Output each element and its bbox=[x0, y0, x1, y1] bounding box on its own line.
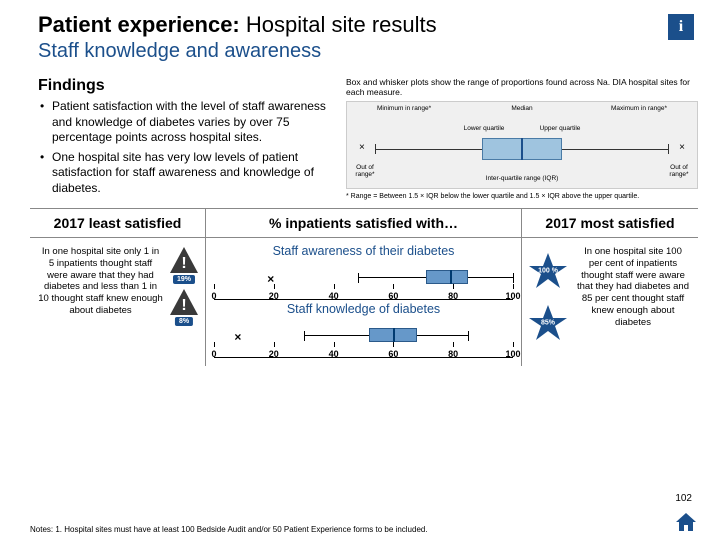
findings-list: Patient satisfaction with the level of s… bbox=[38, 99, 338, 197]
page-number: 102 bbox=[675, 493, 692, 504]
boxplot-legend-diagram: Minimum in range* Median Maximum in rang… bbox=[346, 101, 698, 189]
upper-row: Findings Patient satisfaction with the l… bbox=[0, 67, 720, 208]
title-light: Hospital site results bbox=[246, 12, 437, 37]
most-text: In one hospital site 100 per cent of inp… bbox=[574, 246, 692, 329]
findings-item: Patient satisfaction with the level of s… bbox=[38, 99, 338, 146]
legend-outlier: × bbox=[679, 142, 685, 153]
svg-text:!: ! bbox=[181, 255, 186, 272]
svg-text:!: ! bbox=[181, 297, 186, 314]
star-icon: 85% bbox=[528, 304, 568, 342]
lower-row: In one hospital site only 1 in 5 inpatie… bbox=[30, 238, 698, 366]
title-bold: Patient experience: bbox=[38, 12, 240, 37]
header-most: 2017 most satisfied bbox=[522, 209, 698, 237]
least-text: In one hospital site only 1 in 5 inpatie… bbox=[36, 246, 165, 317]
plot-title: Staff knowledge of diabetes bbox=[214, 302, 513, 316]
warning-icon: ! 19% bbox=[169, 246, 199, 274]
legend-median-label: Median bbox=[511, 106, 532, 113]
star-value: 85% bbox=[541, 319, 555, 326]
legend-oor-l: Out of range* bbox=[353, 165, 377, 178]
warn-value: 8% bbox=[175, 317, 193, 326]
warn-badges: ! 19% ! 8% bbox=[169, 246, 199, 316]
header-least: 2017 least satisfied bbox=[30, 209, 206, 237]
header: Patient experience: Hospital site result… bbox=[0, 0, 720, 67]
boxplot-footnote: * Range = Between 1.5 × IQR below the lo… bbox=[346, 193, 698, 201]
legend-uq-label: Upper quartile bbox=[540, 126, 581, 133]
home-icon[interactable] bbox=[674, 510, 698, 534]
legend-whisker bbox=[375, 149, 482, 150]
legend-cap bbox=[375, 144, 376, 154]
warning-icon: ! 8% bbox=[169, 288, 199, 316]
warn-value: 19% bbox=[173, 275, 195, 284]
most-satisfied: 100 % 85% In one hospital site 100 per c… bbox=[522, 238, 698, 366]
legend-max-label: Maximum in range* bbox=[611, 106, 667, 113]
boxplot-legend-col: Box and whisker plots show the range of … bbox=[346, 77, 698, 202]
footer-note: Notes: 1. Hospital sites must have at le… bbox=[30, 525, 428, 534]
boxplot-description: Box and whisker plots show the range of … bbox=[346, 77, 698, 97]
findings-item: One hospital site has very low levels of… bbox=[38, 150, 338, 197]
legend-outlier: × bbox=[359, 142, 365, 153]
star-badges: 100 % 85% bbox=[528, 252, 568, 342]
footer: Notes: 1. Hospital sites must have at le… bbox=[30, 510, 698, 534]
header-mid: % inpatients satisfied with… bbox=[206, 209, 522, 237]
star-value: 100 % bbox=[538, 267, 558, 274]
star-icon: 100 % bbox=[528, 252, 568, 290]
page-subtitle: Staff knowledge and awareness bbox=[38, 40, 694, 63]
findings: Findings Patient satisfaction with the l… bbox=[38, 77, 338, 202]
legend-lq-label: Lower quartile bbox=[464, 126, 505, 133]
legend-whisker bbox=[562, 149, 669, 150]
boxplot: ×020406080100 bbox=[214, 320, 513, 358]
findings-title: Findings bbox=[38, 77, 338, 95]
legend-min-label: Minimum in range* bbox=[377, 106, 431, 113]
page-title: Patient experience: Hospital site result… bbox=[38, 12, 694, 38]
boxplot: ×020406080100 bbox=[214, 262, 513, 300]
legend-iqr-label: Inter-quartile range (IQR) bbox=[486, 175, 559, 182]
info-icon[interactable]: i bbox=[668, 14, 694, 40]
legend-median bbox=[521, 138, 523, 160]
legend-cap bbox=[668, 144, 669, 154]
section-headers: 2017 least satisfied % inpatients satisf… bbox=[30, 208, 698, 238]
least-satisfied: In one hospital site only 1 in 5 inpatie… bbox=[30, 238, 206, 366]
plots: Staff awareness of their diabetes ×020406… bbox=[206, 238, 522, 366]
legend-oor-r: Out of range* bbox=[667, 165, 691, 178]
plot-title: Staff awareness of their diabetes bbox=[214, 244, 513, 258]
